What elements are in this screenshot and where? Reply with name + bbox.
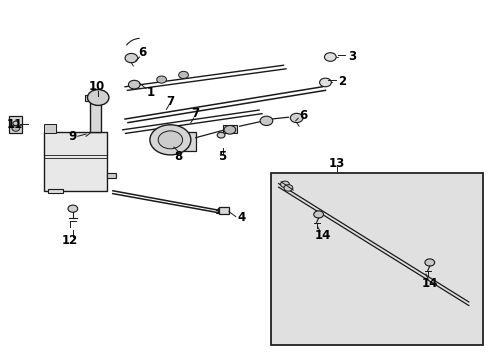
- Circle shape: [424, 259, 434, 266]
- Circle shape: [319, 78, 330, 87]
- Text: 3: 3: [347, 50, 355, 63]
- Circle shape: [12, 126, 20, 131]
- Text: 7: 7: [166, 95, 174, 108]
- Circle shape: [157, 76, 166, 83]
- Circle shape: [260, 116, 272, 126]
- Bar: [271, 173, 483, 345]
- Text: 6: 6: [298, 109, 306, 122]
- Circle shape: [13, 121, 19, 126]
- Bar: [9, 116, 22, 134]
- Bar: [43, 124, 56, 133]
- Circle shape: [128, 80, 140, 89]
- Circle shape: [158, 131, 182, 149]
- Circle shape: [150, 125, 190, 155]
- Circle shape: [68, 205, 78, 212]
- Text: 7: 7: [191, 107, 200, 120]
- Bar: [107, 173, 116, 178]
- Text: 10: 10: [89, 80, 105, 93]
- Bar: [48, 189, 63, 193]
- Text: 14: 14: [421, 278, 437, 291]
- Text: 12: 12: [61, 234, 78, 247]
- Circle shape: [313, 211, 323, 218]
- Circle shape: [217, 132, 224, 138]
- Circle shape: [87, 90, 109, 105]
- Bar: [159, 132, 195, 151]
- Text: 1: 1: [146, 86, 155, 99]
- Text: 11: 11: [6, 118, 22, 131]
- Bar: [84, 95, 106, 101]
- Text: 5: 5: [218, 150, 226, 163]
- Text: 9: 9: [69, 130, 77, 144]
- Bar: [222, 126, 237, 134]
- Text: 13: 13: [328, 157, 345, 170]
- Circle shape: [290, 113, 303, 123]
- Circle shape: [224, 126, 235, 134]
- Text: 14: 14: [314, 229, 330, 242]
- Circle shape: [280, 181, 289, 188]
- Circle shape: [178, 71, 188, 78]
- Text: 4: 4: [238, 211, 245, 224]
- Bar: [219, 207, 228, 214]
- Text: 6: 6: [138, 46, 146, 59]
- Circle shape: [284, 185, 292, 191]
- Circle shape: [125, 53, 138, 63]
- Bar: [43, 132, 107, 191]
- Text: 2: 2: [337, 75, 346, 88]
- Bar: [90, 99, 101, 132]
- Text: 8: 8: [174, 150, 183, 163]
- Circle shape: [324, 53, 335, 61]
